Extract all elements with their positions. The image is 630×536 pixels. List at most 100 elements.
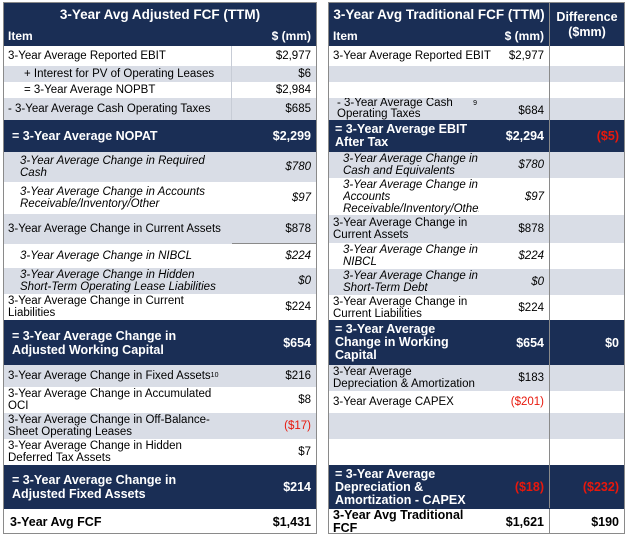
row-label: 3-Year Average Change in Accounts Receiv…	[343, 178, 479, 215]
traditional-table-header: 3-Year Avg Traditional FCF (TTM) Item $ …	[329, 3, 624, 46]
table-row-total: = 3-Year Average Depreciation & Amortiza…	[329, 465, 624, 509]
row-label-text: - 3-Year Average Cash Operating Taxes	[337, 98, 453, 120]
row-value: ($18)	[514, 480, 544, 494]
traditional-fcf-table: 3-Year Avg Traditional FCF (TTM) Item $ …	[328, 2, 625, 534]
table-row: 3-Year Average Change in Accounts Receiv…	[4, 182, 316, 214]
row-label: 3-Year Average Change in Current Liabili…	[333, 295, 468, 320]
row-label: 3-Year Average Reported EBIT	[8, 50, 166, 62]
row-value: $7	[298, 446, 311, 458]
table-row: 3-Year Average Reported EBIT $2,977	[329, 46, 624, 66]
table-row-total: = 3-Year Average Change in Working Capit…	[329, 320, 624, 365]
table-row: 3-Year Average Change in Current Liabili…	[329, 295, 624, 320]
table-row: 3-Year Average Change in Fixed Assets 10 …	[4, 365, 316, 387]
row-label: = 3-Year Average Change in Working Capit…	[335, 322, 449, 362]
adjusted-table-title: 3-Year Avg Adjusted FCF (TTM)	[59, 7, 261, 22]
row-label: 3-Year Average Change in Required Cash	[20, 155, 205, 179]
divider	[329, 508, 624, 509]
row-value: $183	[518, 372, 544, 384]
row-value: $224	[518, 250, 544, 262]
footnote-marker: 10	[210, 372, 219, 379]
traditional-col-item-header: Item	[333, 29, 358, 43]
row-label: 3-Year Average Change in Current Liabili…	[8, 295, 184, 319]
row-value: $878	[518, 223, 544, 235]
row-value: $654	[516, 335, 544, 350]
table-row-result: 3-Year Avg FCF $1,431	[4, 509, 316, 533]
difference-value: ($232)	[582, 480, 619, 494]
table-row: 3-Year Average Change in Required Cash $…	[4, 152, 316, 182]
row-label: 3-Year Average Change in Accounts Receiv…	[20, 186, 205, 210]
row-value: $6	[298, 68, 311, 80]
traditional-table-title: 3-Year Avg Traditional FCF (TTM)	[333, 7, 545, 22]
row-value: $878	[285, 223, 311, 235]
adjusted-table-header-row: Item $ (mm)	[4, 26, 316, 46]
row-label: 3-Year Average Change in Current Assets	[8, 223, 221, 235]
row-label: - 3-Year Average Cash Operating Taxes	[8, 103, 211, 115]
row-label: = 3-Year Average EBIT After Tax	[335, 122, 468, 149]
table-row: 3-Year Average CAPEX ($201)	[329, 391, 624, 413]
table-row	[329, 82, 624, 98]
table-row: 3-Year Average Change in Hidden Short-Te…	[4, 268, 316, 294]
row-label: 3-Year Average Change in Fixed Assets 10	[8, 365, 232, 387]
row-value: ($201)	[510, 396, 544, 408]
row-label: + Interest for PV of Operating Leases	[24, 68, 215, 80]
table-row: 3-Year Average Change in Current Assets …	[329, 215, 624, 243]
row-label-text: 3-Year Average Change in Fixed Assets	[8, 370, 211, 382]
row-value: $1,621	[505, 515, 544, 529]
row-label: = 3-Year Average Change in Adjusted Fixe…	[12, 473, 177, 501]
table-row: - 3-Year Average Cash Operating Taxes $6…	[4, 98, 316, 120]
divider	[549, 3, 550, 533]
table-row	[329, 413, 624, 439]
table-row	[329, 66, 624, 82]
row-value: $224	[285, 250, 311, 262]
row-label: 3-Year Average Change in Cash and Equiva…	[343, 153, 478, 177]
table-row-result: 3-Year Avg Traditional FCF $1,621 $190	[329, 509, 624, 534]
row-label: 3-Year Average Change in Short-Term Debt	[343, 270, 478, 294]
row-value: $224	[285, 301, 311, 313]
row-label: 3-Year Average Reported EBIT	[333, 50, 491, 62]
row-value: $97	[524, 190, 544, 203]
table-row-total: = 3-Year Average NOPAT $2,299	[4, 120, 316, 152]
row-value: $2,977	[508, 50, 544, 62]
table-row	[329, 439, 624, 465]
row-value: $214	[283, 480, 311, 494]
row-label: - 3-Year Average Cash Operating Taxes 9	[337, 98, 477, 120]
row-label: 3-Year Avg FCF	[10, 515, 102, 529]
table-row: 3-Year Average Change in Current Liabili…	[4, 294, 316, 320]
table-row: 3-Year Average Change in Accounts Receiv…	[329, 178, 624, 215]
row-value: $2,299	[272, 129, 311, 143]
row-value: $780	[518, 159, 544, 171]
table-row-total: = 3-Year Average Change in Adjusted Work…	[4, 320, 316, 365]
row-value: $8	[298, 394, 311, 406]
table-row: 3-Year Average Change in Hidden Deferred…	[4, 439, 316, 465]
table-row: 3-Year Average Depreciation & Amortizati…	[329, 365, 624, 391]
row-value: $216	[285, 370, 311, 382]
row-value: $0	[298, 275, 311, 287]
row-label: 3-Year Average Change in Hidden Short-Te…	[20, 269, 216, 293]
row-label: = 3-Year Average NOPBT	[24, 84, 156, 96]
row-value: $2,984	[275, 84, 311, 96]
difference-value: ($5)	[596, 129, 619, 143]
table-row: 3-Year Average Change in Cash and Equiva…	[329, 152, 624, 178]
row-value: $684	[518, 105, 544, 117]
divider	[231, 46, 232, 120]
adjusted-col-value-header: $ (mm)	[271, 29, 311, 43]
table-row: = 3-Year Average NOPBT $2,984	[4, 82, 316, 98]
table-row: 3-Year Average Change in Accumulated OCI…	[4, 387, 316, 413]
table-row: 3-Year Average Reported EBIT $2,977	[4, 46, 316, 66]
difference-value: $0	[605, 335, 619, 350]
row-label: 3-Year Average Change in NIBCL	[343, 244, 478, 268]
adjusted-col-item-header: Item	[8, 29, 33, 43]
row-label: 3-Year Avg Traditional FCF	[333, 509, 464, 534]
row-value: $780	[285, 161, 311, 173]
adjusted-table-title-row: 3-Year Avg Adjusted FCF (TTM)	[4, 3, 316, 26]
row-value: $97	[291, 192, 311, 204]
table-row: 3-Year Average Change in Short-Term Debt…	[329, 269, 624, 295]
traditional-col-value-header: $ (mm)	[504, 29, 544, 43]
divider	[4, 508, 316, 509]
row-label: = 3-Year Average NOPAT	[12, 129, 158, 143]
row-value: $0	[531, 276, 544, 288]
row-value: ($17)	[284, 420, 311, 432]
row-value: $224	[518, 301, 544, 314]
row-label: 3-Year Average Depreciation & Amortizati…	[333, 366, 475, 390]
row-label: 3-Year Average Change in Off-Balance-She…	[8, 414, 210, 438]
